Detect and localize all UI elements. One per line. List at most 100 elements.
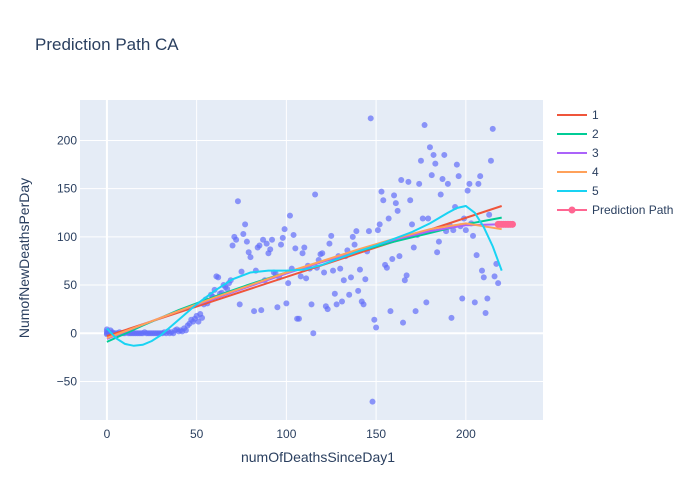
data-point[interactable]: [260, 236, 267, 243]
data-point[interactable]: [495, 280, 502, 287]
data-point[interactable]: [435, 238, 442, 245]
data-point[interactable]: [392, 200, 399, 207]
data-point[interactable]: [277, 241, 284, 248]
data-point[interactable]: [491, 273, 498, 280]
data-point[interactable]: [240, 230, 247, 237]
data-point[interactable]: [398, 177, 405, 183]
data-point[interactable]: [369, 398, 376, 405]
data-point[interactable]: [242, 221, 249, 228]
data-point[interactable]: [387, 308, 394, 315]
data-point[interactable]: [281, 226, 288, 233]
data-point[interactable]: [267, 246, 274, 253]
legend-item-4[interactable]: 4: [557, 165, 599, 179]
data-point[interactable]: [385, 215, 392, 222]
data-point[interactable]: [478, 267, 485, 274]
data-point[interactable]: [408, 221, 415, 228]
data-point[interactable]: [274, 304, 281, 311]
data-point[interactable]: [279, 234, 286, 241]
data-point[interactable]: [437, 191, 444, 198]
series-line-4[interactable]: [106, 222, 502, 340]
series-line-5[interactable]: [106, 204, 503, 347]
data-point[interactable]: [401, 277, 408, 284]
data-point[interactable]: [403, 272, 410, 279]
data-point[interactable]: [486, 211, 493, 218]
data-point[interactable]: [331, 290, 338, 297]
data-point[interactable]: [416, 180, 423, 187]
data-point[interactable]: [319, 250, 326, 257]
legend-item-prediction-path[interactable]: Prediction Path: [557, 203, 673, 217]
data-point[interactable]: [234, 198, 241, 205]
data-point[interactable]: [380, 197, 387, 204]
data-point[interactable]: [434, 249, 441, 256]
data-point[interactable]: [256, 242, 263, 249]
data-point[interactable]: [432, 160, 439, 167]
data-point[interactable]: [430, 151, 437, 158]
data-point[interactable]: [448, 314, 455, 321]
data-point[interactable]: [412, 308, 419, 315]
data-point[interactable]: [425, 215, 432, 222]
data-point[interactable]: [337, 265, 344, 272]
data-point[interactable]: [324, 306, 331, 313]
legend[interactable]: 1 2 3 4 5 Prediction Path: [557, 108, 673, 217]
data-point[interactable]: [233, 236, 240, 243]
data-point[interactable]: [475, 180, 482, 187]
data-point[interactable]: [383, 264, 390, 271]
data-point[interactable]: [466, 180, 473, 187]
data-point[interactable]: [353, 228, 360, 235]
data-point[interactable]: [215, 274, 222, 281]
data-point[interactable]: [312, 191, 319, 198]
data-point[interactable]: [453, 161, 460, 168]
data-point[interactable]: [394, 207, 401, 214]
data-point[interactable]: [470, 232, 477, 239]
data-point[interactable]: [199, 314, 206, 321]
data-point[interactable]: [295, 315, 302, 322]
data-point[interactable]: [292, 245, 299, 252]
data-point[interactable]: [229, 242, 236, 249]
data-point[interactable]: [426, 144, 433, 151]
data-point[interactable]: [326, 240, 333, 247]
data-point[interactable]: [333, 301, 340, 308]
data-point[interactable]: [421, 122, 428, 129]
legend-item-2[interactable]: 2: [557, 127, 599, 141]
data-point[interactable]: [286, 212, 293, 219]
data-point[interactable]: [484, 295, 491, 302]
data-point[interactable]: [428, 172, 435, 179]
data-point[interactable]: [195, 318, 202, 325]
data-point[interactable]: [441, 151, 448, 158]
data-point[interactable]: [299, 250, 306, 257]
data-point[interactable]: [224, 285, 231, 292]
data-point[interactable]: [487, 157, 494, 164]
data-point[interactable]: [328, 232, 335, 239]
data-point[interactable]: [349, 233, 356, 240]
data-point[interactable]: [297, 273, 304, 280]
data-point[interactable]: [245, 249, 252, 256]
data-point[interactable]: [360, 301, 367, 308]
data-point[interactable]: [247, 254, 254, 261]
data-point[interactable]: [400, 319, 407, 326]
data-point[interactable]: [419, 215, 426, 222]
data-point[interactable]: [455, 173, 462, 180]
data-point[interactable]: [459, 295, 466, 302]
data-point[interactable]: [482, 310, 489, 317]
plot-area[interactable]: [80, 100, 543, 420]
data-point[interactable]: [321, 269, 328, 276]
data-point[interactable]: [365, 228, 372, 235]
data-point[interactable]: [464, 187, 471, 194]
legend-item-1[interactable]: 1: [557, 108, 599, 122]
data-point[interactable]: [410, 244, 417, 251]
data-point[interactable]: [417, 157, 424, 164]
data-point[interactable]: [347, 274, 354, 281]
data-point[interactable]: [301, 244, 308, 251]
data-point[interactable]: [374, 227, 381, 234]
data-point[interactable]: [373, 324, 380, 331]
data-point[interactable]: [251, 308, 258, 315]
data-point[interactable]: [489, 125, 496, 132]
data-point[interactable]: [444, 180, 451, 187]
prediction-point[interactable]: [508, 220, 516, 228]
data-point[interactable]: [477, 173, 484, 180]
data-point[interactable]: [263, 240, 270, 247]
data-point[interactable]: [405, 178, 412, 185]
data-point[interactable]: [236, 301, 243, 308]
data-point[interactable]: [376, 221, 383, 228]
data-point[interactable]: [471, 299, 478, 306]
